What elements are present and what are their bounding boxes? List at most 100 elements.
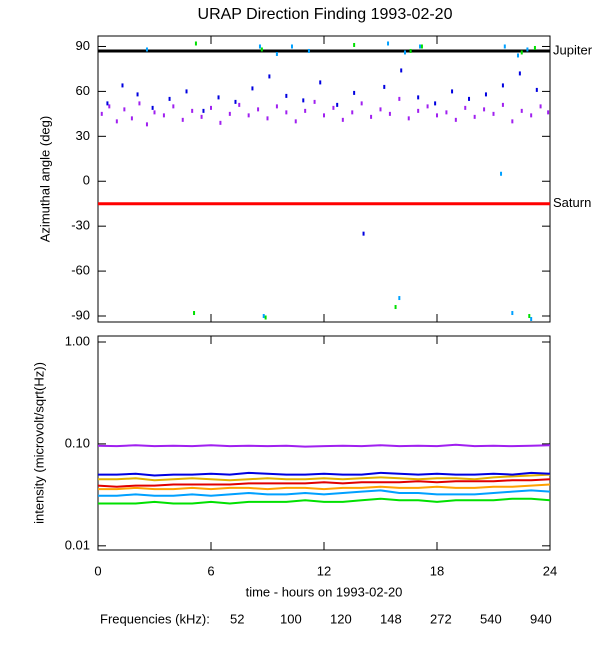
point xyxy=(409,48,412,53)
point xyxy=(520,50,523,55)
point xyxy=(275,51,278,56)
point xyxy=(434,101,437,106)
point xyxy=(100,111,103,116)
point xyxy=(362,231,365,236)
point xyxy=(185,89,188,94)
y-tick-label: 60 xyxy=(76,83,90,98)
point xyxy=(445,110,448,115)
point xyxy=(528,314,531,319)
point xyxy=(264,315,267,320)
point xyxy=(210,105,212,110)
point xyxy=(336,102,339,107)
x-axis-label: time - hours on 1993-02-20 xyxy=(246,584,403,599)
series-line xyxy=(97,478,551,488)
x-tick-label: 24 xyxy=(543,563,557,578)
point xyxy=(257,107,260,112)
point xyxy=(247,113,250,118)
y-tick-label: -90 xyxy=(71,307,90,322)
point xyxy=(484,92,487,97)
point xyxy=(547,110,550,115)
legend-label: 52 xyxy=(230,611,244,626)
point xyxy=(219,120,222,125)
point xyxy=(426,104,429,109)
point xyxy=(516,53,519,58)
point xyxy=(511,119,514,124)
point xyxy=(262,314,265,319)
point xyxy=(407,116,410,121)
point xyxy=(518,71,521,76)
point xyxy=(420,44,423,49)
point xyxy=(323,113,325,118)
x-tick-label: 12 xyxy=(317,563,331,578)
point xyxy=(533,45,536,50)
point xyxy=(501,83,504,88)
series-line xyxy=(98,473,551,482)
point xyxy=(145,122,148,127)
y-tick-label: -60 xyxy=(71,263,90,278)
point xyxy=(238,102,241,107)
point xyxy=(353,90,356,95)
point xyxy=(275,104,278,109)
point xyxy=(379,107,382,112)
point xyxy=(319,80,322,85)
point xyxy=(145,47,148,52)
y-tick-label: -30 xyxy=(71,218,90,233)
point xyxy=(251,86,254,91)
series-line xyxy=(98,471,551,477)
point xyxy=(530,113,533,118)
legend-label: 100 xyxy=(280,611,302,626)
reference-label: Saturn xyxy=(553,195,591,210)
point xyxy=(370,114,373,119)
point xyxy=(194,41,197,46)
point xyxy=(138,101,141,106)
point xyxy=(121,83,124,88)
y-tick-label: 0.10 xyxy=(65,435,90,450)
point xyxy=(307,48,310,53)
point xyxy=(526,47,529,52)
point xyxy=(451,89,454,94)
point xyxy=(268,74,271,79)
reference-label: Jupiter xyxy=(553,42,593,57)
point xyxy=(360,101,363,106)
chart-title: URAP Direction Finding 1993-02-20 xyxy=(198,6,453,23)
point xyxy=(136,92,139,97)
point xyxy=(332,105,335,110)
y-tick-label: 90 xyxy=(76,38,90,53)
point xyxy=(351,110,354,115)
point xyxy=(290,44,293,49)
point xyxy=(285,93,288,98)
point xyxy=(535,87,538,92)
point xyxy=(403,50,406,55)
y-axis-label: intensity (microvolt/sqrt(Hz)) xyxy=(31,362,46,524)
point xyxy=(400,68,403,73)
series-line xyxy=(98,497,551,505)
y-tick-label: 0 xyxy=(83,173,90,188)
legend-title: Frequencies (kHz): xyxy=(100,611,210,626)
point xyxy=(260,47,263,52)
point xyxy=(492,111,495,116)
legend-label: 940 xyxy=(530,611,552,626)
point xyxy=(302,98,305,103)
point xyxy=(193,311,196,316)
point xyxy=(108,104,111,109)
point xyxy=(500,171,503,176)
point xyxy=(151,105,154,110)
point xyxy=(417,95,420,100)
x-tick-label: 6 xyxy=(207,563,214,578)
point xyxy=(473,114,476,119)
point xyxy=(106,101,109,106)
point xyxy=(168,96,171,101)
point xyxy=(313,99,316,104)
point xyxy=(285,110,288,115)
point xyxy=(181,117,184,122)
point xyxy=(394,305,397,310)
point xyxy=(398,296,401,301)
point xyxy=(419,44,422,49)
point xyxy=(530,317,533,322)
point xyxy=(501,102,504,107)
point xyxy=(191,108,194,113)
point xyxy=(115,119,118,124)
point xyxy=(234,99,237,104)
point xyxy=(341,117,344,122)
